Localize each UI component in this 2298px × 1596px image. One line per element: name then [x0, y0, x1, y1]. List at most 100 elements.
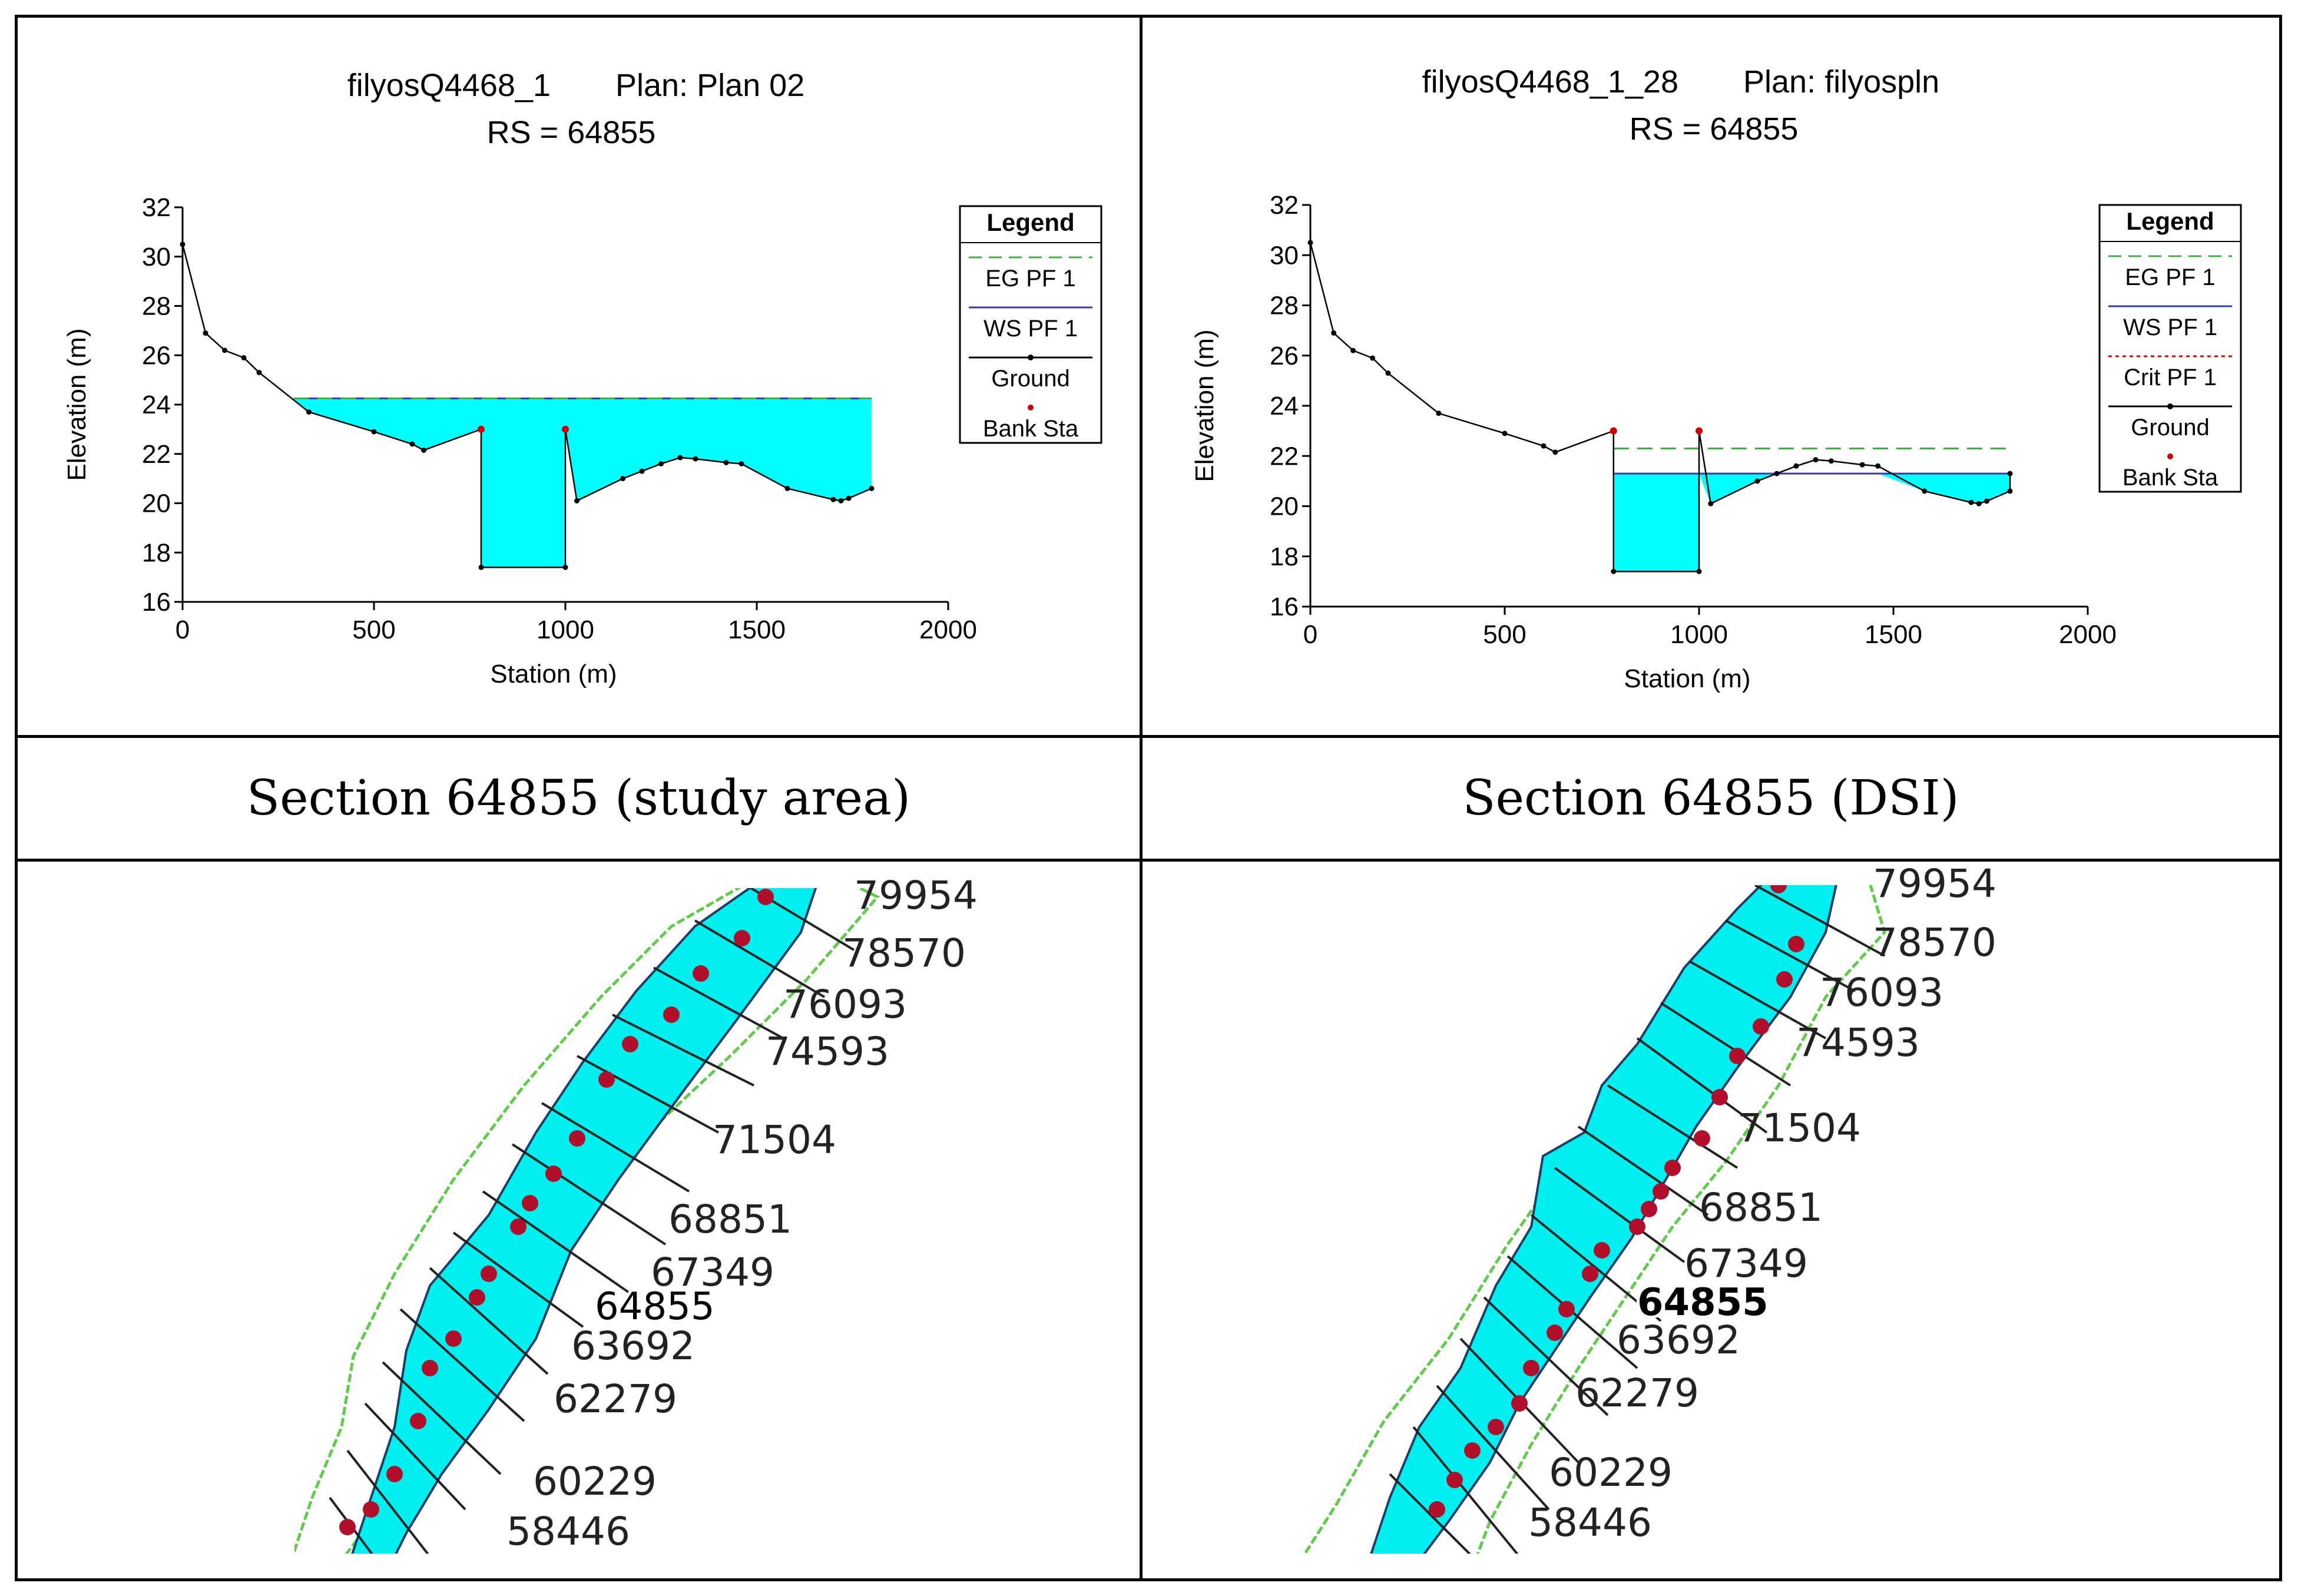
ground-point — [1774, 471, 1780, 476]
ground-point — [421, 447, 426, 453]
water-area — [1613, 473, 2010, 572]
cross-section-line — [1577, 1125, 1709, 1216]
map-label-67349: 67349 — [1684, 1241, 1808, 1286]
ground-point — [639, 468, 645, 474]
y-tick-label: 26 — [142, 341, 171, 370]
ground-line — [181, 244, 872, 568]
x-tick-label: 1500 — [1865, 620, 1922, 649]
ground-point — [1828, 458, 1834, 464]
y-tick-label: 32 — [1270, 191, 1299, 220]
ground-point — [2007, 488, 2013, 494]
bank-station-dot — [522, 1195, 538, 1211]
cross-section-line — [1660, 1002, 1792, 1087]
bank-station-dot — [1511, 1395, 1528, 1412]
map-label-74593: 74593 — [766, 1029, 889, 1074]
map-label-67349: 67349 — [651, 1250, 774, 1295]
cross-section-line — [1554, 1167, 1686, 1263]
cross-section-line — [1636, 1037, 1768, 1134]
cross-section-line — [1436, 1385, 1550, 1511]
x-tick-label: 1500 — [728, 615, 786, 644]
bank-station-dot — [1711, 1089, 1728, 1105]
y-tick-label: 16 — [1270, 592, 1299, 621]
bank-sta-point — [562, 425, 569, 433]
cross-section-line — [1690, 961, 1826, 1039]
map-label-78570: 78570 — [842, 931, 966, 976]
row-divider-2 — [15, 859, 2282, 862]
ground-point — [1922, 488, 1928, 494]
ground-point — [1708, 501, 1714, 506]
legend-label: EG PF 1 — [2125, 264, 2215, 290]
chart-subtitle: RS = 64855 — [487, 115, 656, 150]
map-bank-stations — [339, 889, 774, 1535]
bank-sta-point — [478, 425, 485, 433]
cross-section-line — [1530, 1214, 1662, 1322]
chart-title: filyosQ4468_1 — [347, 68, 551, 103]
cross-section-line — [364, 1402, 466, 1511]
bank-station-dot — [1653, 1183, 1669, 1200]
cross-section-line — [452, 1231, 584, 1328]
ground-point — [241, 355, 247, 360]
cross-section-line — [541, 1102, 690, 1193]
cross-section-line — [346, 1449, 429, 1554]
map-cell-right: 79954 78570 76093 74593 71504 68851 6734… — [1143, 862, 2279, 1578]
legend-swatch-dot — [2167, 403, 2173, 409]
ground-point — [1502, 431, 1508, 436]
x-axis-title: Station (m) — [1624, 664, 1750, 693]
ground-point — [409, 441, 415, 447]
legend-label: Crit PF 1 — [2124, 365, 2217, 390]
y-tick-label: 18 — [1270, 542, 1299, 571]
legend-title: Legend — [2126, 207, 2214, 235]
ground-point — [574, 498, 580, 504]
ground-point — [739, 461, 744, 466]
ground-point — [1350, 347, 1356, 353]
y-tick-label: 30 — [1270, 241, 1299, 270]
ground-point — [838, 498, 844, 504]
ground-point — [1813, 457, 1819, 463]
bank-station-dot — [1582, 1266, 1598, 1282]
x-tick-label: 2000 — [2059, 620, 2117, 649]
bank-sta-point — [1696, 427, 1703, 435]
ground-point — [1976, 501, 1982, 506]
map-cross-sections — [329, 888, 855, 1554]
ground-point — [1307, 240, 1313, 246]
bank-station-dot — [693, 965, 709, 982]
bank-station-dot — [410, 1413, 426, 1429]
bank-station-dot — [1664, 1160, 1681, 1176]
bank-station-dot — [1641, 1201, 1657, 1217]
ground-point — [306, 409, 312, 415]
y-tick-label: 28 — [142, 292, 171, 321]
map-label-76093: 76093 — [783, 982, 907, 1027]
x-tick-label: 0 — [176, 615, 190, 644]
ground-point — [677, 455, 683, 461]
ground-point — [478, 564, 484, 570]
ground-point — [1875, 463, 1881, 469]
cross-section-line — [612, 1014, 754, 1087]
row-divider-1 — [15, 735, 2282, 738]
bank-station-dot — [445, 1330, 462, 1347]
cross-section-line — [1607, 1084, 1739, 1169]
map-bank-stations — [1429, 885, 1804, 1518]
map-label-highlight: 64855 — [595, 1285, 715, 1329]
bank-station-dot — [1488, 1419, 1504, 1435]
ground-point — [2007, 471, 2013, 476]
map-label-71504: 71504 — [713, 1117, 836, 1163]
chart-title: filyosQ4468_1_28 — [1422, 64, 1678, 100]
y-tick-label: 20 — [142, 489, 171, 518]
map-label-58446: 58446 — [1528, 1500, 1652, 1545]
map-labels-left: 79954 78570 76093 74593 71504 68851 6734… — [506, 873, 978, 1554]
cross-section-line — [1725, 919, 1856, 992]
ground-point — [620, 476, 625, 482]
bank-station-dot — [1429, 1501, 1445, 1518]
legend-label: Bank Sta — [2122, 465, 2218, 491]
map-geometry-left — [294, 888, 880, 1554]
ground-point — [846, 495, 852, 501]
legend-label: WS PF 1 — [984, 316, 1078, 342]
cross-section-line — [749, 888, 855, 951]
map-label-60229: 60229 — [533, 1459, 657, 1504]
legend-label: WS PF 1 — [2123, 314, 2217, 340]
cross-section-line — [482, 1190, 637, 1299]
caption-dsi: Section 64855 (DSI) — [1462, 770, 1959, 826]
y-tick-label: 24 — [1270, 392, 1299, 420]
ground-point — [1611, 568, 1617, 574]
table-frame — [15, 15, 2282, 1581]
